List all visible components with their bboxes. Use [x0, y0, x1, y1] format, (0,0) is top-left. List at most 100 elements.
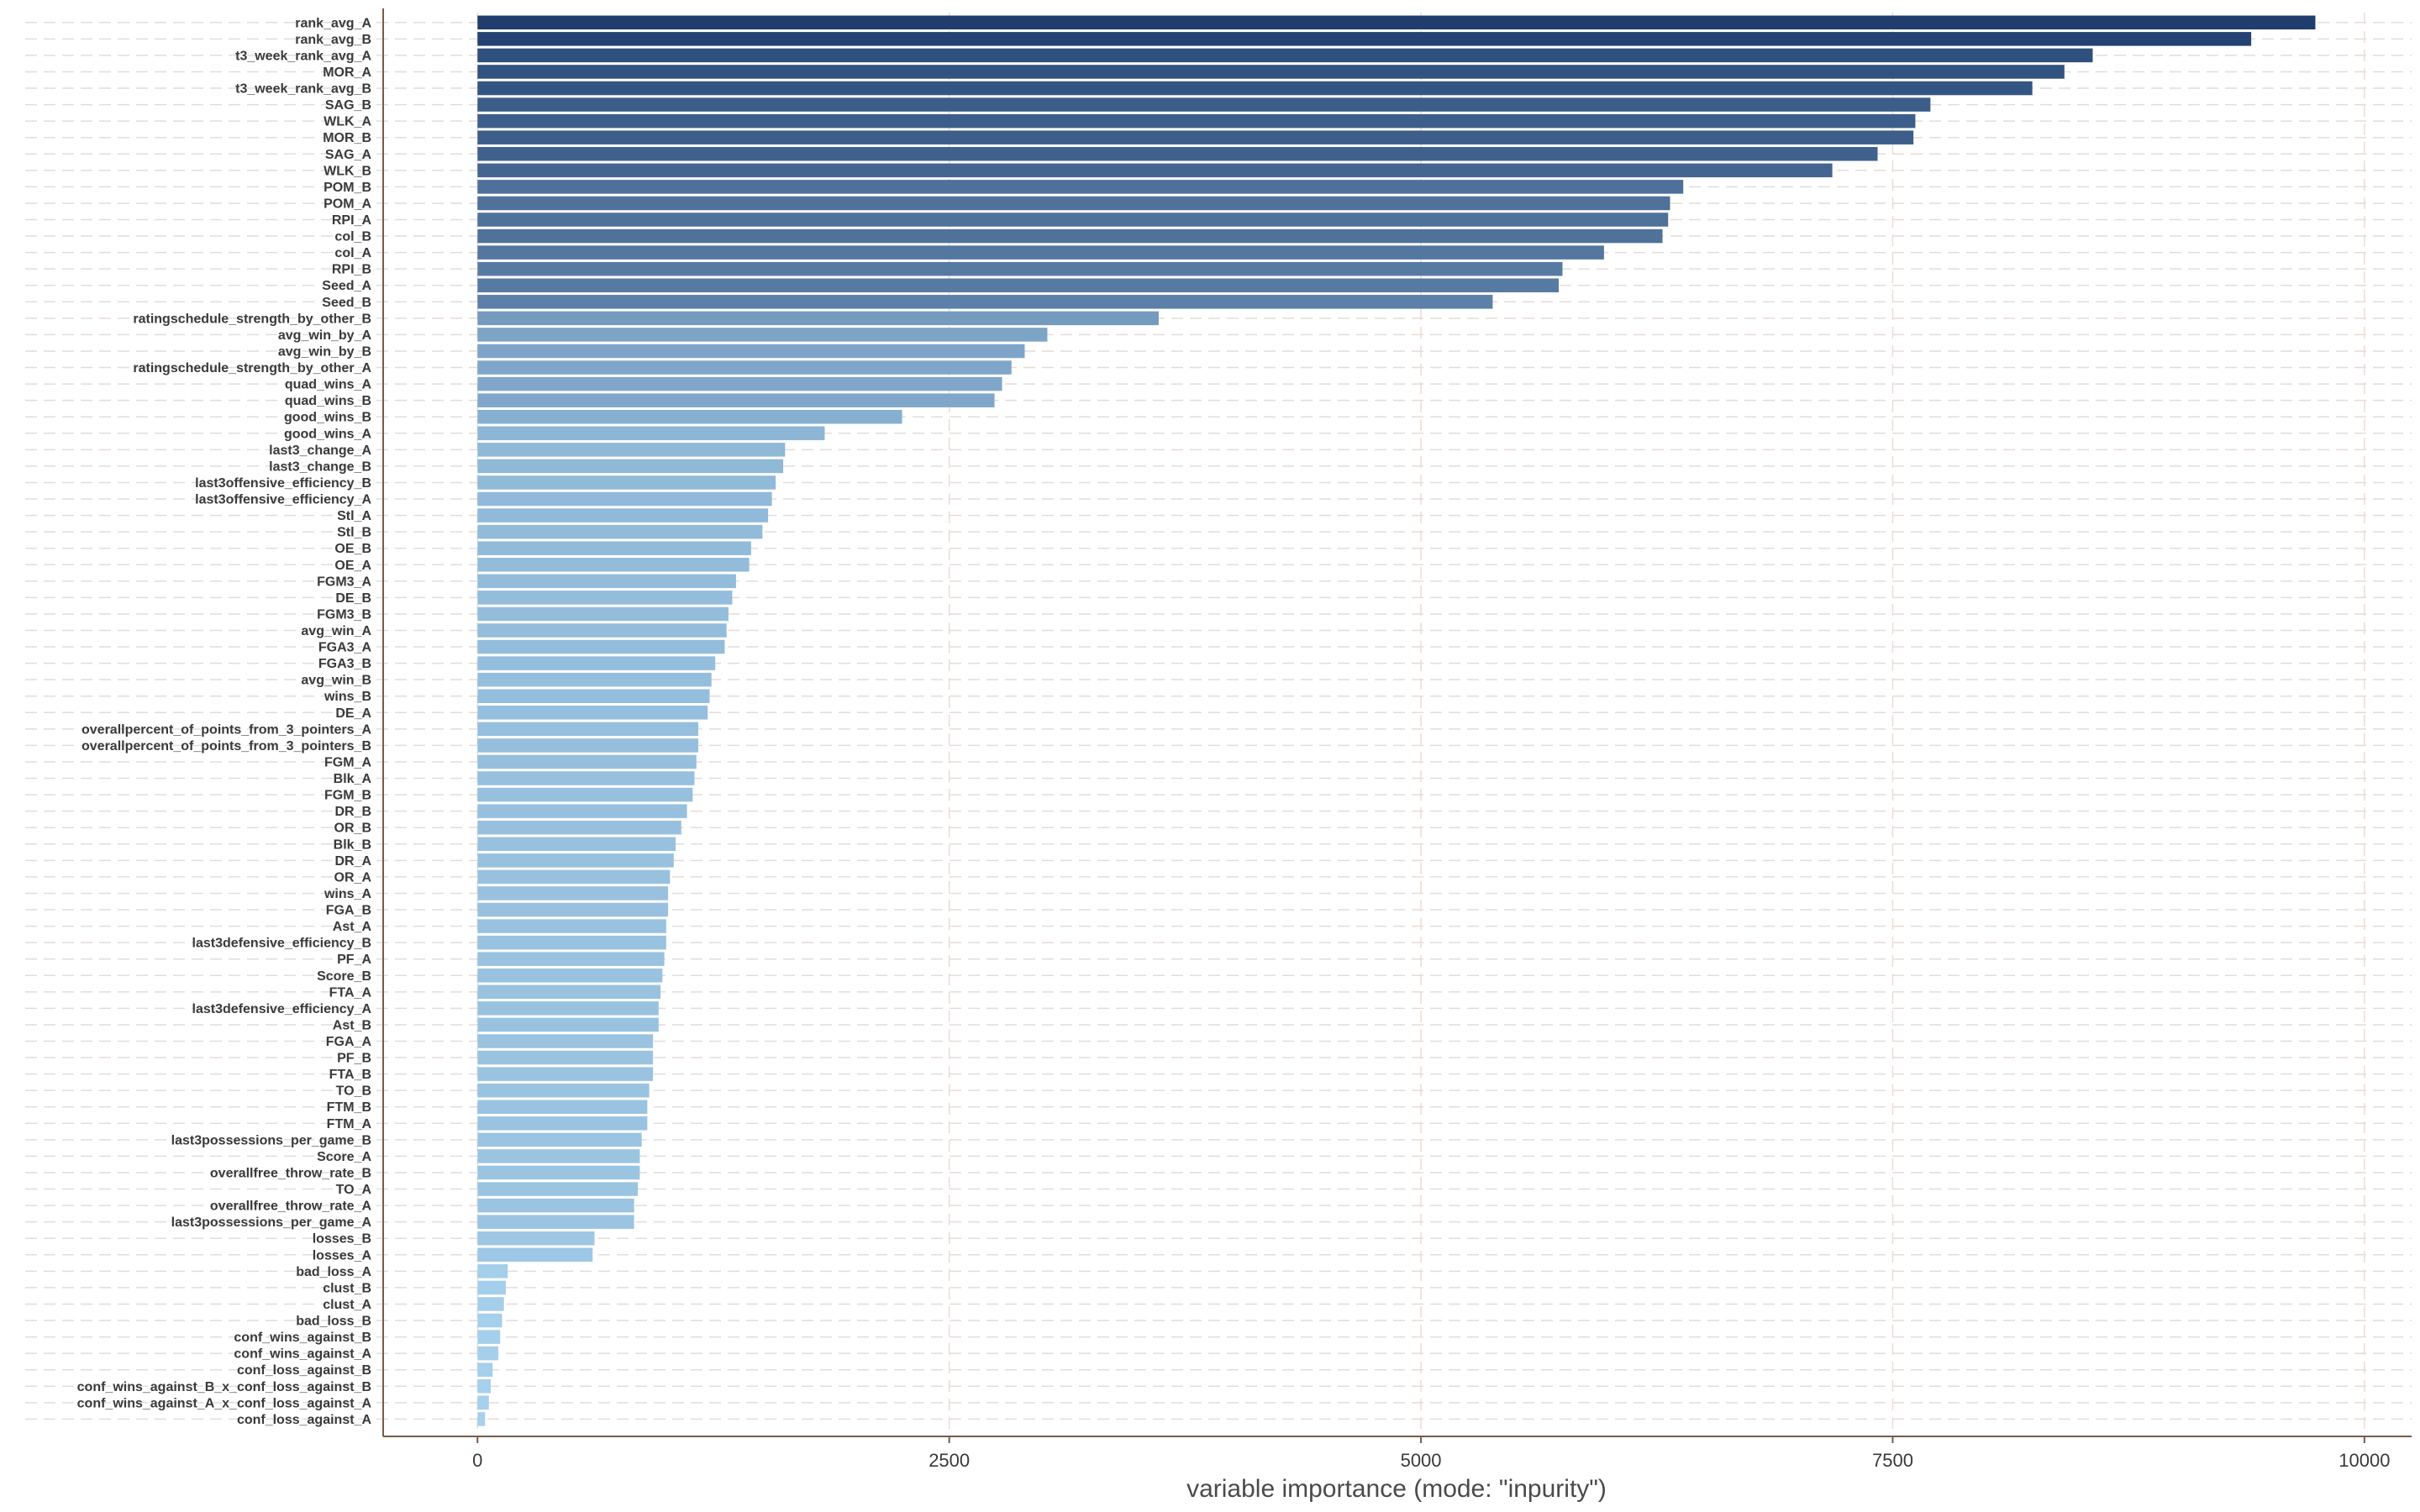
- y-tick-label: overallpercent_of_points_from_3_pointers…: [82, 739, 371, 753]
- bar: [477, 722, 699, 737]
- bar: [477, 1231, 595, 1246]
- bar: [477, 1247, 593, 1263]
- y-tick-label: POM_A: [324, 197, 371, 211]
- y-tick-label: t3_week_rank_avg_B: [235, 82, 371, 97]
- bar: [477, 639, 725, 654]
- y-tick-label: RPI_A: [332, 213, 372, 228]
- y-tick-label: PF_A: [337, 953, 371, 967]
- y-tick-label: losses_B: [313, 1232, 371, 1247]
- y-tick-label: Score_A: [317, 1150, 371, 1164]
- y-tick-label: FGM3_B: [317, 607, 371, 622]
- bar: [477, 180, 1684, 194]
- y-tick-label: last3_change_A: [269, 444, 371, 458]
- bar: [477, 738, 699, 753]
- y-tick-label: last3defensive_efficiency_A: [192, 1002, 372, 1016]
- x-tick-label: 5000: [1401, 1450, 1442, 1471]
- y-tick-label: conf_wins_against_B_x_conf_loss_against_…: [77, 1380, 371, 1394]
- bar: [477, 969, 663, 983]
- y-tick-label: t3_week_rank_avg_A: [235, 49, 371, 63]
- y-tick-label: col_B: [334, 230, 371, 244]
- bar: [477, 1313, 502, 1328]
- y-tick-label: last3offensive_efficiency_A: [195, 493, 371, 507]
- y-tick-label: FGA3_B: [318, 657, 371, 671]
- y-tick-label: FGM_A: [324, 755, 371, 769]
- y-tick-label: conf_wins_against_A_x_conf_loss_against_…: [77, 1396, 372, 1410]
- bar: [477, 459, 784, 474]
- y-tick-label: FGA3_A: [318, 641, 372, 655]
- y-tick-label: last3_change_B: [269, 459, 371, 474]
- bar: [477, 820, 681, 835]
- y-tick-label: MOR_A: [323, 66, 371, 80]
- bar: [477, 409, 902, 424]
- bar: [477, 508, 769, 522]
- y-tick-label: DR_A: [334, 854, 371, 869]
- bar: [477, 1001, 659, 1016]
- y-tick-label: OE_A: [334, 559, 371, 573]
- bar: [477, 902, 669, 917]
- y-tick-label: conf_wins_against_A: [234, 1347, 371, 1362]
- bar: [477, 1346, 498, 1361]
- bar: [477, 869, 671, 885]
- bar: [477, 837, 676, 852]
- y-tick-label: FTA_B: [329, 1068, 371, 1082]
- y-tick-label: RPI_B: [332, 263, 371, 277]
- y-tick-label: SAG_B: [325, 98, 371, 113]
- bar: [477, 1149, 640, 1163]
- y-tick-label: WLK_A: [324, 115, 371, 129]
- y-tick-label: last3offensive_efficiency_B: [195, 476, 371, 491]
- y-tick-label: OR_A: [334, 870, 372, 885]
- y-tick-label: FGM_B: [324, 789, 371, 803]
- y-tick-label: ratingschedule_strength_by_other_B: [133, 312, 371, 326]
- y-tick-label: Seed_A: [322, 279, 371, 293]
- bar: [477, 1017, 659, 1032]
- y-tick-label: wins_A: [324, 887, 371, 901]
- bar: [477, 541, 751, 555]
- y-tick-label: Stl_A: [337, 509, 371, 523]
- bar: [477, 558, 750, 572]
- y-tick-label: Ast_B: [333, 1018, 371, 1032]
- bar: [477, 591, 733, 605]
- y-tick-label: DR_B: [334, 805, 371, 819]
- y-tick-label: TO_A: [336, 1183, 372, 1197]
- y-axis-labels: rank_avg_A rank_avg_B t3_week_rank_avg_A MO…: [77, 16, 372, 1427]
- x-tick-label: 7500: [1872, 1450, 1913, 1471]
- y-tick-label: Ast_A: [333, 920, 372, 934]
- bar: [477, 1280, 506, 1295]
- y-tick-label: Blk_A: [334, 772, 372, 786]
- bar: [477, 328, 1048, 342]
- bar: [477, 672, 712, 687]
- y-tick-label: overallfree_throw_rate_A: [210, 1200, 372, 1214]
- bar: [477, 1379, 491, 1394]
- bar: [477, 853, 674, 868]
- y-tick-label: POM_B: [324, 181, 371, 195]
- bar: [477, 1165, 640, 1180]
- bar: [477, 706, 708, 720]
- bar: [477, 1182, 639, 1196]
- y-tick-label: clust_B: [323, 1281, 371, 1295]
- bar: [477, 787, 693, 802]
- y-tick-label: quad_wins_B: [285, 394, 371, 408]
- bar: [477, 1330, 501, 1344]
- bar: [477, 163, 1833, 178]
- y-tick-label: quad_wins_A: [285, 378, 372, 392]
- bar: [477, 771, 695, 785]
- bar: [477, 935, 666, 950]
- bar: [477, 1297, 504, 1311]
- y-tick-label: FTM_B: [327, 1100, 371, 1115]
- bar: [477, 261, 1563, 276]
- y-tick-label: last3possessions_per_game_A: [171, 1215, 372, 1230]
- y-tick-label: DE_A: [335, 706, 371, 721]
- y-tick-label: SAG_A: [325, 148, 372, 162]
- bar: [477, 1034, 654, 1048]
- y-tick-label: conf_wins_against_B: [234, 1331, 371, 1345]
- y-tick-label: Score_B: [317, 969, 371, 984]
- bar: [477, 360, 1012, 375]
- y-tick-label: FGM3_A: [317, 575, 371, 589]
- y-tick-label: overallpercent_of_points_from_3_pointers…: [82, 722, 371, 737]
- bar: [477, 65, 2065, 79]
- bar: [477, 278, 1559, 292]
- bar: [477, 113, 1916, 129]
- bar: [477, 1215, 634, 1229]
- bar: [477, 689, 710, 703]
- bar: [477, 1116, 648, 1131]
